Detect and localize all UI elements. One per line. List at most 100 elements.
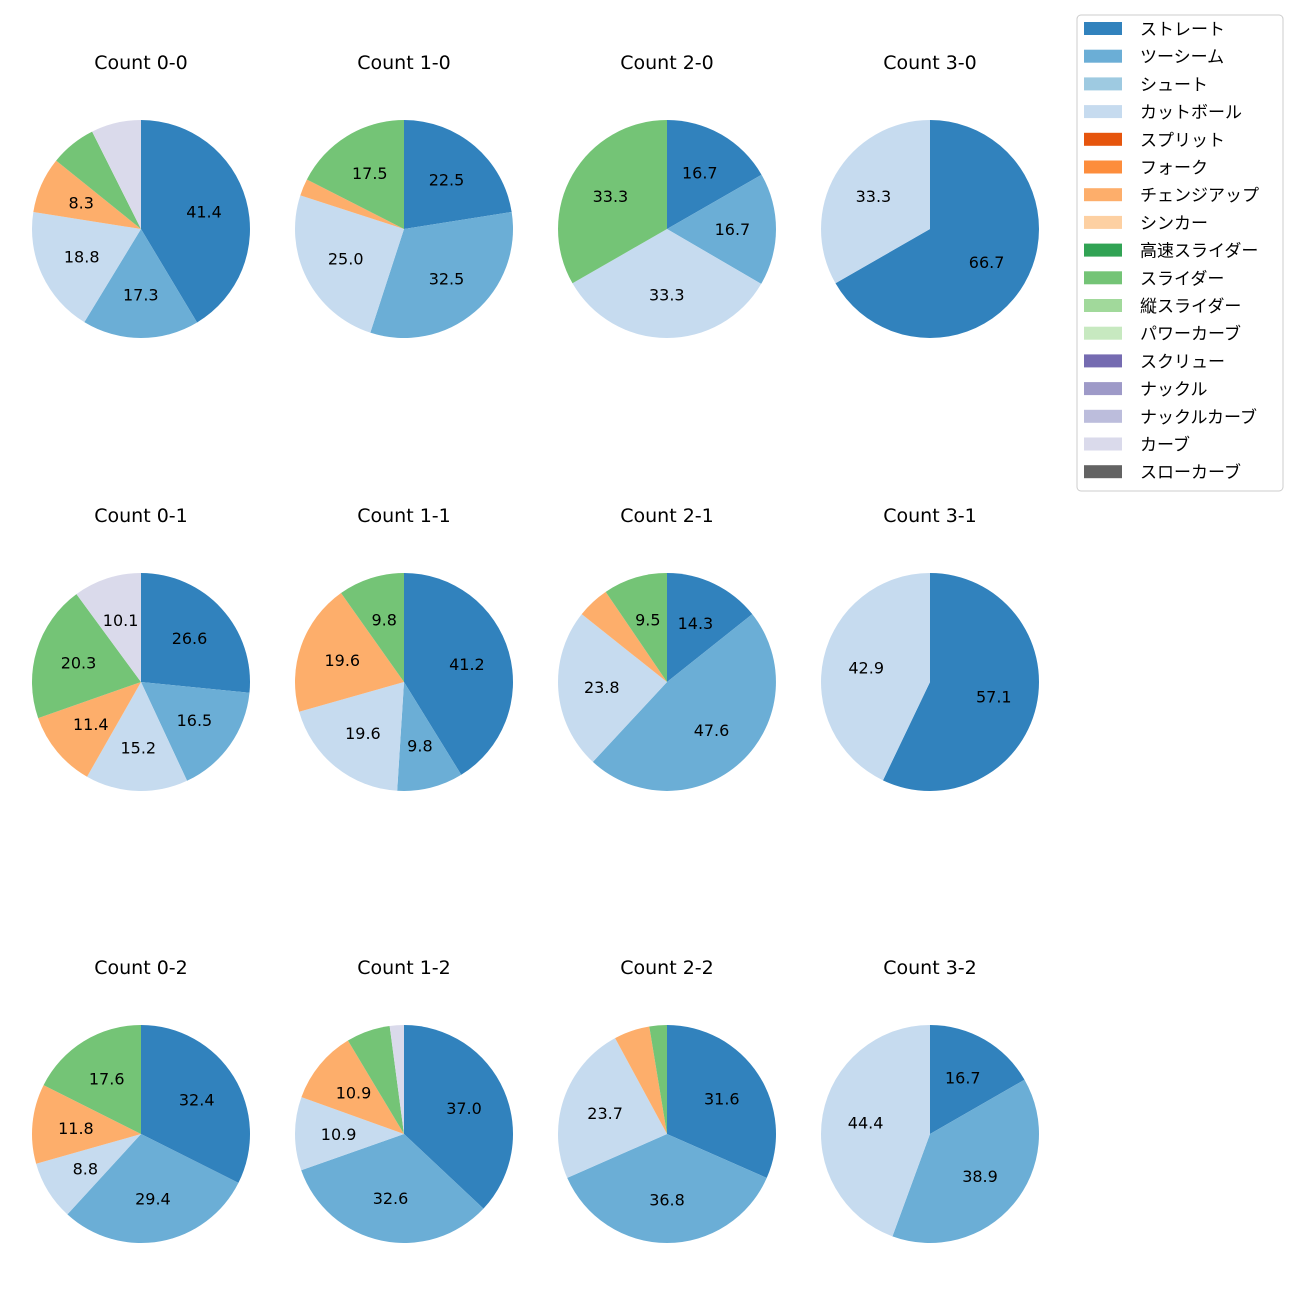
pie-slice — [821, 573, 930, 781]
pie-slice — [581, 591, 667, 682]
legend-label: ナックルカーブ — [1140, 407, 1257, 428]
slice-label: 19.6 — [345, 724, 381, 743]
pie-slice — [667, 573, 753, 682]
legend-label: チェンジアップ — [1140, 186, 1259, 206]
pie-slice — [294, 195, 404, 333]
slice-label: 11.4 — [73, 715, 109, 734]
pie-slice — [31, 211, 141, 323]
pie-chart: Count 0-0 41.4 17.3 18.8 8.3 — [31, 52, 250, 339]
legend-swatch — [1084, 132, 1122, 146]
legend-swatch — [1084, 354, 1122, 368]
pie-slice — [572, 229, 762, 338]
pie-slice — [667, 174, 776, 284]
pie-title: Count 0-2 — [94, 957, 188, 979]
legend-label: カットボール — [1140, 103, 1242, 123]
pie-slice — [295, 593, 404, 712]
slice-label: 23.7 — [587, 1104, 623, 1123]
pie-slice — [930, 1025, 1025, 1134]
pie-chart: Count 0-1 26.6 16.5 15.2 11.4 20.3 10.1 — [31, 505, 251, 792]
slice-label: 18.8 — [64, 248, 100, 267]
pie-slice — [667, 1025, 777, 1178]
legend-swatch — [1084, 271, 1122, 285]
legend-swatch — [1084, 326, 1122, 340]
slice-label: 10.9 — [321, 1125, 357, 1144]
pie-slice — [36, 1134, 141, 1215]
slice-label: 9.5 — [635, 611, 660, 630]
pie-slice — [882, 573, 1040, 791]
legend-label: ストレート — [1140, 20, 1225, 40]
slice-label: 38.9 — [962, 1167, 998, 1186]
legend-swatch — [1084, 215, 1122, 229]
legend-label: シュート — [1140, 75, 1208, 95]
pie-slice — [38, 682, 141, 777]
pie-slice — [32, 1085, 142, 1164]
slice-label: 10.9 — [336, 1084, 372, 1103]
pie-chart: Count 2-0 16.7 16.7 33.3 33.3 — [558, 52, 776, 338]
pie-slice — [92, 120, 141, 229]
legend-label: シンカー — [1140, 214, 1208, 234]
pie-slice — [667, 120, 762, 229]
legend-swatch — [1084, 382, 1122, 396]
slice-label: 32.6 — [373, 1189, 409, 1208]
legend-frame — [1076, 14, 1284, 492]
slice-label: 29.4 — [135, 1189, 171, 1208]
legend-label: ツーシーム — [1140, 48, 1224, 68]
pie-chart: Count 2-1 14.3 47.6 23.8 9.5 — [558, 505, 776, 791]
pie-title: Count 2-0 — [620, 52, 714, 74]
slice-label: 33.3 — [856, 187, 892, 206]
pie-slice — [300, 179, 404, 229]
slice-label: 14.3 — [678, 614, 714, 633]
pie-slice — [301, 1040, 404, 1134]
legend-swatch — [1084, 188, 1122, 202]
legend-label: スプリット — [1140, 131, 1225, 151]
pie-slice — [389, 1025, 404, 1134]
pie-chart: Count 3-0 66.7 33.3 — [821, 52, 1040, 338]
legend-swatch — [1084, 22, 1122, 35]
pie-slice — [76, 573, 141, 682]
pie-slice — [649, 1025, 667, 1134]
pie-slice — [370, 211, 514, 339]
slice-label: 16.7 — [682, 163, 718, 182]
slice-label: 17.6 — [89, 1069, 125, 1088]
pie-slice — [341, 573, 404, 682]
legend-swatch — [1084, 409, 1122, 423]
legend-label: カーブ — [1140, 435, 1190, 456]
slice-label: 22.5 — [429, 170, 465, 189]
pie-slice — [347, 1025, 404, 1134]
pie-slice — [306, 120, 404, 229]
pie-slice — [557, 1038, 667, 1178]
pie-slice — [835, 120, 1040, 338]
slice-label: 57.1 — [976, 688, 1012, 707]
slice-label: 44.4 — [848, 1114, 884, 1133]
legend-swatch — [1084, 160, 1122, 174]
legend-label: スライダー — [1140, 269, 1224, 289]
pie-title: Count 1-0 — [357, 52, 451, 74]
pie-title: Count 1-2 — [357, 957, 451, 979]
pie-slice — [33, 160, 142, 229]
pie-slice — [404, 120, 512, 229]
slice-label: 16.7 — [945, 1068, 981, 1087]
pie-chart: Count 3-2 16.7 38.9 44.4 — [821, 957, 1039, 1243]
pie-slice — [605, 573, 667, 682]
legend-swatch — [1084, 299, 1122, 312]
pie-slice — [821, 1025, 930, 1237]
pie-slice — [299, 682, 404, 791]
pie-charts: Count 0-0 41.4 17.3 18.8 8.3 Count 1-0 22.5 32.… — [31, 52, 1040, 1244]
pie-slice — [31, 594, 141, 719]
slice-label: 37.0 — [446, 1099, 482, 1118]
pie-chart: Count 1-2 37.0 32.6 10.9 10.9 — [294, 957, 514, 1244]
pie-chart: Count 1-1 41.2 9.8 19.6 19.6 9.8 — [295, 505, 513, 791]
slice-label: 36.8 — [649, 1190, 685, 1209]
pie-title: Count 3-0 — [883, 52, 977, 74]
slice-label: 25.0 — [328, 250, 364, 269]
legend: ストレートツーシームシュートカットボールスプリットフォークチェンジアップシンカー… — [1076, 14, 1284, 492]
slice-label: 9.8 — [407, 736, 432, 755]
pie-title: Count 1-1 — [357, 505, 451, 527]
slice-label: 20.3 — [61, 654, 97, 673]
pie-slice — [558, 614, 667, 762]
pie-slice — [141, 682, 250, 781]
slice-label: 10.1 — [103, 611, 139, 630]
legend-label: ナックル — [1140, 380, 1208, 400]
pie-slice — [43, 1025, 141, 1134]
